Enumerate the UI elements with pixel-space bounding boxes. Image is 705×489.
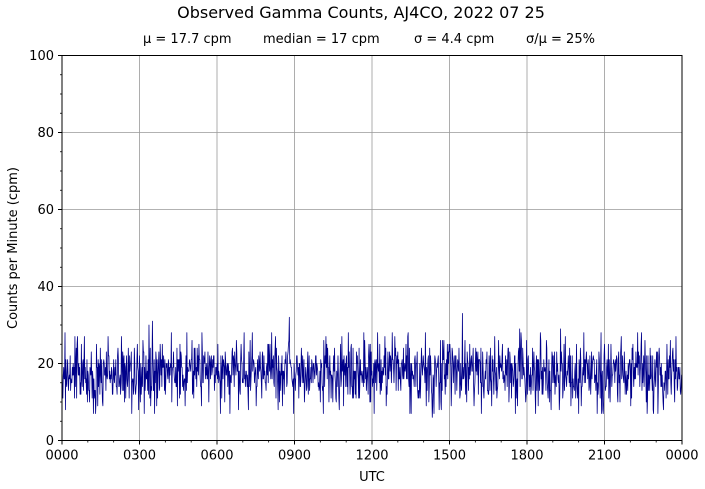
stat-median: median = 17 cpm [263,32,380,47]
x-tick-label: 0900 [278,449,311,464]
x-tick-label: 0000 [45,449,78,464]
stat-cv: σ/μ = 25% [526,32,595,47]
x-tick-label: 1500 [433,449,466,464]
y-tick-label: 100 [29,49,54,64]
y-axis-label: Counts per Minute (cpm) [6,167,21,329]
y-tick-label: 20 [37,357,54,372]
y-tick-label: 80 [37,126,54,141]
stat-sigma: σ = 4.4 cpm [414,32,495,47]
x-tick-label: 1200 [355,449,388,464]
x-tick-label: 0000 [665,449,698,464]
y-tick-label: 0 [46,434,54,449]
y-tick-label: 40 [37,280,54,295]
x-tick-label: 0600 [200,449,233,464]
y-tick-label: 60 [37,203,54,218]
gamma-count-line [61,313,683,418]
x-axis-label: UTC [359,470,385,485]
chart-title: Observed Gamma Counts, AJ4CO, 2022 07 25 [177,3,545,22]
x-tick-label: 1800 [510,449,543,464]
x-tick-label: 2100 [588,449,621,464]
y-axis: 0 20 40 60 80 100 [29,49,62,449]
x-axis: 0000 0300 0600 0900 1200 1500 1800 2100 0000 [45,440,699,464]
x-tick-label: 0300 [123,449,156,464]
stat-mean: μ = 17.7 cpm [143,32,232,47]
data-series [61,313,683,418]
